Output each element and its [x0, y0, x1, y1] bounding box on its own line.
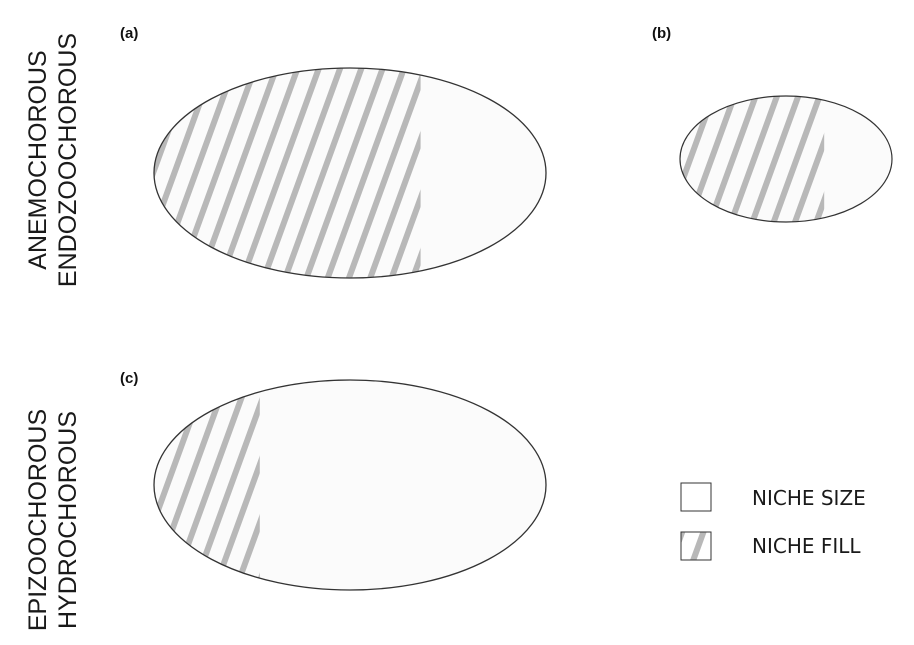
niche-outline-b — [679, 95, 893, 223]
niche-fill-a — [154, 68, 421, 278]
row-label-bottom: EPIZOOCHOROUS HYDROCHOROUS — [24, 409, 82, 631]
legend: NICHE SIZE NICHE FILL — [680, 482, 866, 561]
legend-niche-size-label: NICHE SIZE — [752, 486, 866, 510]
niche-outline-c — [153, 379, 547, 591]
row-label-anemochorous: ANEMOCHOROUS — [24, 50, 52, 269]
row-label-top: ANEMOCHOROUS ENDOZOOCHOROUS — [24, 33, 82, 287]
panel-a: (a) — [120, 25, 547, 279]
row-label-endozoochorous: ENDOZOOCHOROUS — [54, 33, 82, 287]
niche-fill-c — [154, 380, 260, 590]
row-label-epizoochorous: EPIZOOCHOROUS — [24, 409, 52, 631]
panel-c: (c) — [120, 370, 547, 591]
panel-label-a: (a) — [120, 25, 138, 42]
niche-fill-b — [680, 96, 825, 222]
legend-niche-size-swatch — [680, 482, 712, 512]
panel-b: (b) — [652, 25, 893, 223]
legend-niche-fill-label: NICHE FILL — [752, 534, 861, 558]
panel-label-c: (c) — [120, 370, 138, 387]
panel-label-b: (b) — [652, 25, 671, 42]
row-label-hydrochorous: HYDROCHOROUS — [54, 411, 82, 629]
legend-niche-fill-swatch — [680, 531, 712, 561]
niche-outline-a — [153, 67, 547, 279]
